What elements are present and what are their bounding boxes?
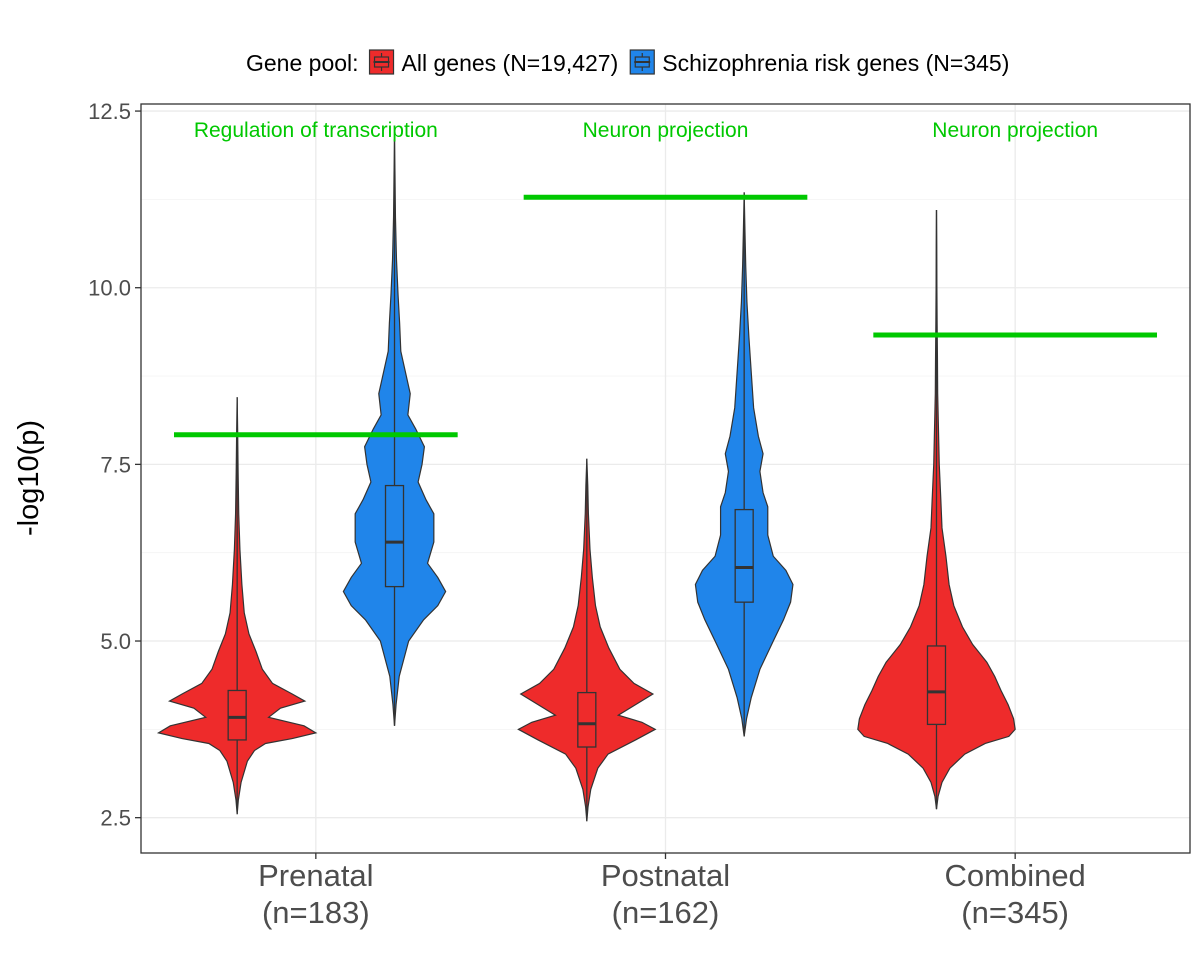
box-iqr	[227, 689, 247, 741]
legend-label: All genes (N=19,427)	[402, 50, 619, 76]
box-iqr	[384, 484, 405, 588]
annotation-label: Neuron projection	[932, 119, 1098, 142]
annotation-label: Regulation of transcription	[194, 119, 438, 142]
legend-key-all-genes	[368, 49, 395, 75]
y-tick-label: 12.5	[88, 99, 131, 124]
x-tick-label-line1: Postnatal	[601, 858, 730, 893]
x-tick-label-line2: (n=183)	[262, 895, 370, 930]
box-iqr	[926, 645, 947, 726]
y-tick-label: 2.5	[100, 806, 131, 831]
box-iqr	[577, 691, 597, 748]
x-tick-label-line1: Combined	[945, 858, 1086, 893]
x-tick-label-line2: (n=162)	[612, 895, 720, 930]
legend-title: Gene pool:	[246, 50, 359, 76]
legend-label: Schizophrenia risk genes (N=345)	[662, 50, 1009, 76]
legend: Gene pool: All genes (N=19,427) Schizophr…	[246, 49, 1009, 76]
y-tick-label: 5.0	[100, 629, 131, 654]
y-axis-title: -log10(p)	[13, 420, 45, 536]
box-iqr	[734, 508, 754, 603]
y-tick-label: 10.0	[88, 276, 131, 301]
x-tick-label-line1: Prenatal	[258, 858, 373, 893]
y-tick-label: 7.5	[100, 452, 131, 477]
annotation-label: Neuron projection	[583, 119, 749, 142]
legend-key-scz-genes	[629, 49, 655, 75]
x-tick-label-line2: (n=345)	[961, 895, 1069, 930]
